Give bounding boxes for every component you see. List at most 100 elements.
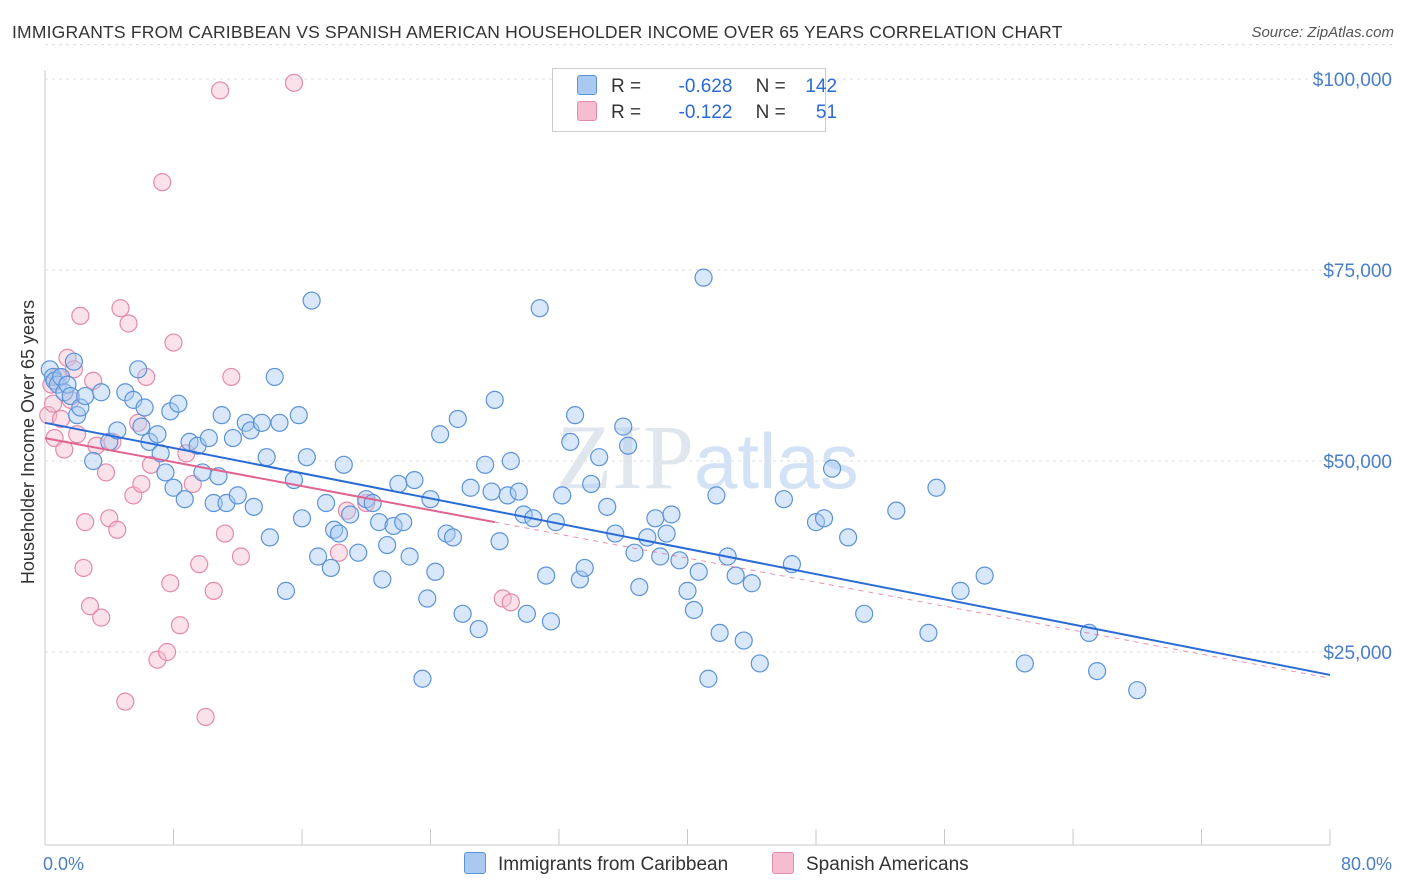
data-point [537,566,556,585]
source-credit: Source: ZipAtlas.com [1251,24,1394,41]
data-point [689,562,708,581]
data-point [270,413,289,432]
data-point [710,623,729,643]
data-point [135,398,154,417]
data-point [498,486,517,505]
data-point [215,524,234,543]
data-point [651,547,670,566]
data-point [742,574,761,593]
data-point [389,474,408,494]
data-point [156,463,175,482]
data-point [734,631,753,650]
data-point [405,471,424,490]
data-point [565,406,585,425]
data-point [485,390,504,409]
data-point [51,367,71,387]
data-point [132,417,151,436]
data-point [855,604,874,623]
data-point [684,600,704,620]
legend-swatch-blue [577,75,597,95]
data-point [92,383,111,402]
tick-labels: $25,000 $50,000 $75,000 $100,000 0.0% 80.0% [43,70,1392,874]
data-point [341,505,360,524]
data-point [302,291,321,310]
data-point [678,581,697,600]
data-point [116,692,135,711]
data-point [461,478,480,497]
data-point [64,352,84,371]
data-point [148,425,167,444]
data-point [244,497,263,516]
data-point [252,413,271,432]
data-point [92,608,111,627]
data-point [638,528,657,547]
data-point [148,650,167,669]
data-point [561,432,580,451]
series-spanish-americans [39,73,520,727]
data-point [1087,661,1107,681]
data-point [231,547,251,566]
data-point [1128,681,1147,700]
data-point [553,486,572,505]
data-point [334,455,353,474]
data-point [316,493,336,513]
legend-item-caribbean: Immigrants from Caribbean [464,852,728,876]
data-point [76,513,95,532]
chart-title: IMMIGRANTS FROM CARIBBEAN VS SPANISH AME… [12,22,1063,42]
data-point [164,333,183,352]
data-point [575,558,594,578]
y-tick-label: $100,000 [1313,70,1392,91]
legend-row-caribbean: R = -0.628 N = 142 [577,75,837,101]
legend-swatch-blue [464,852,486,874]
y-tick-label: $25,000 [1323,643,1392,664]
data-point [321,558,341,578]
data-point [308,547,328,566]
data-point [431,425,450,444]
data-point [58,375,77,394]
data-point [329,543,349,562]
data-point [413,669,432,688]
data-point [490,532,509,551]
legend-label: Immigrants from Caribbean [498,854,729,875]
data-point [265,367,284,387]
data-point [71,306,90,325]
trend-lines [44,421,1331,679]
data-point [426,562,445,581]
trend-line-caribbean [44,421,1331,676]
data-point [630,577,649,597]
data-point [71,398,90,417]
data-point [443,528,463,547]
data-point [175,490,194,509]
data-point [975,566,994,585]
data-point [919,623,938,643]
data-point [530,299,549,318]
legend-r-value: -0.628 [678,76,733,97]
data-point [292,509,312,528]
data-point [210,81,230,100]
data-point [132,474,151,494]
axes [44,70,1331,846]
data-point [448,409,467,429]
data-point [384,516,403,536]
data-point [570,570,589,589]
data-point [161,574,180,593]
data-point [625,543,644,562]
legend-r-label: R = [611,102,642,123]
data-point [363,493,382,513]
data-point [400,547,419,566]
data-point [289,406,308,425]
data-point [96,463,116,482]
data-point [453,604,472,623]
data-point [204,493,223,513]
data-point [76,386,95,406]
data-point [349,543,368,562]
x-tick-label-right: 80.0% [1341,854,1392,874]
data-point [297,448,316,467]
data-point [199,428,218,448]
data-point [501,593,520,612]
data-point [670,551,689,570]
data-point [394,513,413,532]
legend-n-label: N = [755,76,786,97]
data-point [284,73,304,92]
